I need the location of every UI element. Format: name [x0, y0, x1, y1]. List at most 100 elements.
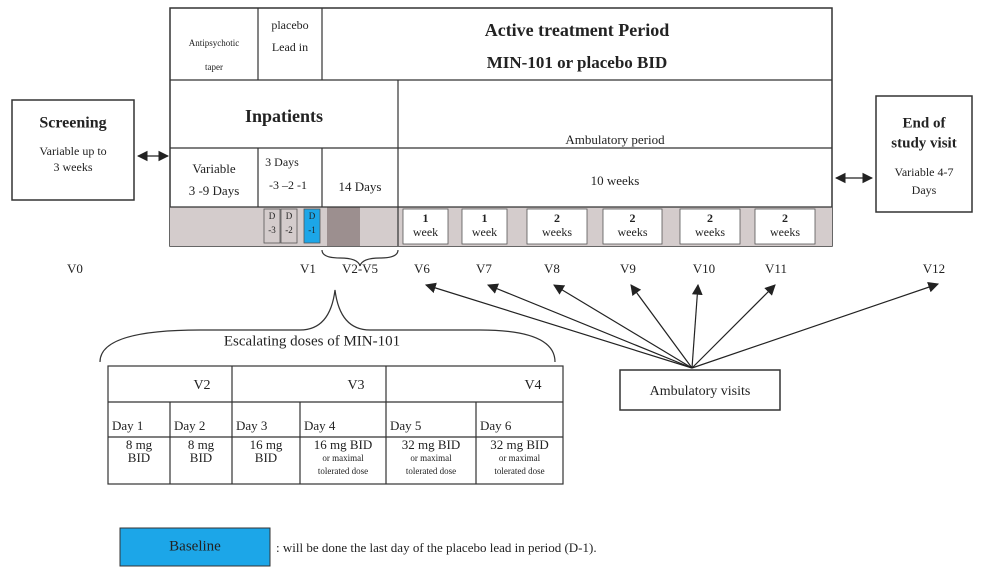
dose-table-cells: V2 V3 V4 Day 1 Day 2 Day 3 Day 4 Day 5 Day 6 8 mg…: [108, 366, 563, 484]
day-label: D: [269, 211, 276, 221]
week-label: 2: [630, 211, 636, 225]
screening-box: [11, 99, 135, 201]
week-label: weeks: [618, 225, 648, 239]
visit-label: V1: [300, 261, 316, 276]
visit-label: V12: [923, 261, 945, 276]
week-cell: [679, 208, 741, 245]
week-label: week: [413, 225, 438, 239]
end-title: study visit: [891, 135, 956, 151]
visit-label: V2-V5: [342, 261, 378, 276]
visits: V0 V1 V2-V5 V6 V7 V8 V9 V10 V11 V12: [67, 261, 945, 276]
table-dose: 16 mg: [250, 437, 283, 452]
table-dose: tolerated dose: [494, 466, 544, 476]
table-dose: 16 mg BID: [314, 437, 373, 452]
week-cell: [461, 208, 508, 245]
table-day: Day 3: [236, 418, 267, 433]
brace: [321, 249, 399, 267]
duration: 10 weeks: [591, 173, 640, 188]
visit-arrow: [486, 283, 693, 369]
day-cell: [280, 208, 298, 244]
visit-label: V8: [544, 261, 560, 276]
ambulatory-box: [619, 369, 781, 411]
duration: -3 –2 -1: [269, 178, 307, 192]
header-text: placebo: [271, 18, 308, 32]
end-text: Variable 4-7: [895, 165, 954, 179]
header-text: Lead in: [272, 40, 308, 54]
day-label: D: [309, 211, 316, 221]
table-dose: or maximal: [499, 453, 541, 463]
visit-arrow: [553, 284, 693, 369]
period-label: Inpatients: [245, 106, 323, 126]
duration: 3 Days: [265, 155, 299, 169]
header-text: taper: [205, 62, 223, 72]
visit-label: V10: [693, 261, 715, 276]
visit-arrow: [691, 282, 940, 369]
week-cell: [754, 208, 816, 245]
duration: 3 -9 Days: [189, 183, 240, 198]
week-label: week: [472, 225, 497, 239]
week-label: 1: [423, 211, 429, 225]
day-cell: [303, 208, 321, 244]
escalation-bar: [327, 207, 360, 246]
table-day: Day 4: [304, 418, 336, 433]
visit-arrow: [424, 282, 693, 369]
week-label: weeks: [542, 225, 572, 239]
table-day: Day 1: [112, 418, 143, 433]
visit-arrow: [630, 284, 693, 369]
end-box: [875, 95, 973, 213]
week-label: 2: [554, 211, 560, 225]
header-title: Active treatment Period: [485, 20, 670, 40]
day-cell: [263, 208, 281, 244]
table-day: Day 2: [174, 418, 205, 433]
period-label: Ambulatory period: [565, 132, 665, 147]
visit-arrows: [424, 282, 940, 369]
table-dose: 8 mg: [188, 437, 215, 452]
day-label: -2: [285, 225, 293, 235]
table-dose: 32 mg BID: [402, 437, 461, 452]
duration: 14 Days: [339, 179, 382, 194]
table-visit: V3: [347, 378, 364, 393]
week-label: weeks: [695, 225, 725, 239]
screening-text: Variable up to: [39, 144, 106, 158]
table-dose: tolerated dose: [318, 466, 368, 476]
table-dose: 32 mg BID: [490, 437, 549, 452]
main-box: [169, 7, 833, 247]
visit-label: V6: [414, 261, 430, 276]
visit-label: V9: [620, 261, 636, 276]
table-dose: BID: [128, 450, 150, 465]
day-label: D: [286, 211, 293, 221]
table-visit: V4: [524, 378, 541, 393]
table-dose: 8 mg: [126, 437, 153, 452]
table-dose: BID: [190, 450, 212, 465]
week-label: weeks: [770, 225, 800, 239]
week-label: 2: [782, 211, 788, 225]
brace: [99, 289, 556, 363]
week-cell: [526, 208, 588, 245]
visit-label: V0: [67, 261, 83, 276]
escalation-title: Escalating doses of MIN-101: [224, 333, 400, 349]
baseline-label: Baseline: [169, 538, 221, 554]
week-cell: [602, 208, 663, 245]
table-dose: or maximal: [322, 453, 364, 463]
timeline-cells: D-3D-2D-11week1week2weeks2weeks2weeks2we…: [263, 208, 816, 245]
table-day: Day 6: [480, 418, 512, 433]
table-dose: BID: [255, 450, 277, 465]
header-text: Antipsychotic: [189, 38, 240, 48]
end-title: End of: [903, 115, 947, 131]
table-visit: V2: [193, 378, 210, 393]
week-cell: [402, 208, 449, 245]
table-dose: tolerated dose: [406, 466, 456, 476]
end-text: Days: [912, 183, 937, 197]
day-label: -1: [308, 225, 316, 235]
screening-text: 3 weeks: [54, 160, 93, 174]
dose-table: [107, 365, 564, 485]
table-day: Day 5: [390, 418, 421, 433]
table-dose: or maximal: [410, 453, 452, 463]
week-label: 1: [482, 211, 488, 225]
day-label: -3: [268, 225, 276, 235]
ambulatory-label: Ambulatory visits: [650, 384, 751, 399]
visit-label: V7: [476, 261, 492, 276]
baseline-text: : will be done the last day of the place…: [276, 540, 597, 555]
baseline-swatch: [119, 527, 271, 567]
